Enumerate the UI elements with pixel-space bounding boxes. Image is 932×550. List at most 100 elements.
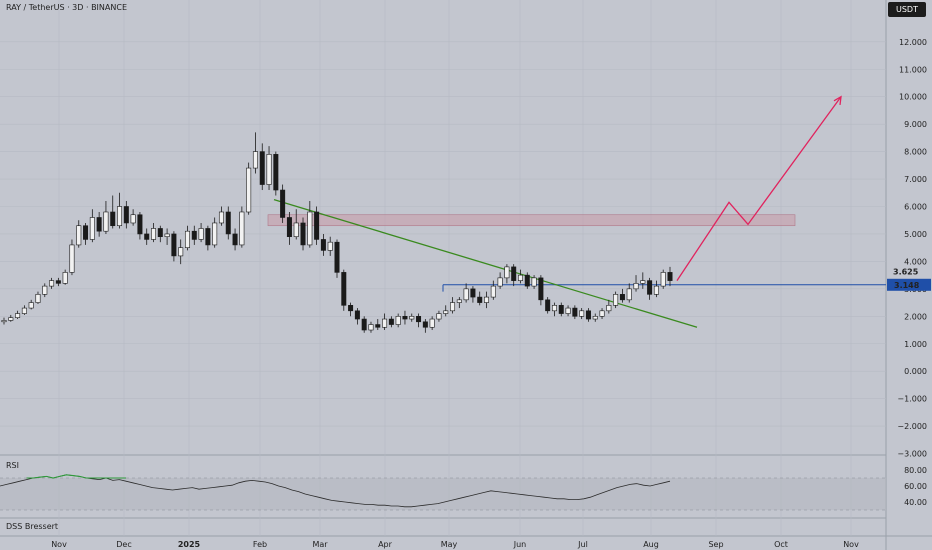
candle (599, 310, 605, 317)
candle (178, 247, 184, 257)
candle (341, 272, 347, 306)
x-tick-label: Nov (843, 540, 859, 549)
rsi-overbought-line (26, 474, 126, 479)
candle (320, 239, 326, 251)
candle (212, 222, 218, 246)
candle (348, 305, 354, 312)
candle (198, 228, 204, 240)
candle (551, 305, 557, 312)
candle (490, 285, 496, 298)
candle (443, 310, 449, 314)
y-tick-label: 2.000 (904, 312, 927, 321)
candle (626, 288, 632, 301)
rsi-tick-label: 80.00 (904, 466, 927, 475)
candle (504, 266, 510, 279)
candle (470, 288, 476, 298)
candle (640, 280, 646, 284)
y-tick-label: 6.000 (904, 203, 927, 212)
x-tick-label: May (441, 540, 458, 549)
candle (300, 222, 306, 246)
projection-arrowhead (833, 95, 842, 106)
candle (606, 305, 612, 312)
candle (259, 151, 265, 185)
rsi-label: RSI (6, 461, 19, 470)
x-tick-label: 2025 (178, 540, 201, 549)
candle (429, 318, 435, 328)
candle (62, 272, 68, 284)
x-tick-label: Oct (774, 540, 788, 549)
candle (1, 320, 7, 323)
candle (69, 244, 75, 273)
candle (151, 228, 157, 240)
candle (83, 225, 89, 240)
y-tick-label: 7.000 (904, 175, 927, 184)
projection-path (676, 96, 842, 281)
candle (327, 241, 333, 251)
candle (388, 318, 394, 325)
candle (633, 283, 639, 290)
candle (49, 280, 55, 287)
candle (511, 266, 517, 281)
y-tick-label: −1.000 (897, 395, 927, 404)
candle (660, 272, 666, 287)
x-tick-label: Feb (253, 540, 267, 549)
candle (89, 217, 95, 240)
trend-line (273, 199, 698, 328)
candle (422, 321, 428, 328)
price-label: 3.625 (893, 268, 919, 277)
symbol-title: RAY / TetherUS · 3D · BINANCE (6, 3, 127, 12)
candle (592, 315, 598, 320)
y-tick-label: 12.000 (899, 38, 927, 47)
rsi-line (0, 474, 671, 508)
candle (218, 211, 224, 224)
y-tick-label: 9.000 (904, 120, 927, 129)
candle (517, 274, 523, 281)
candle (619, 294, 625, 301)
candle (225, 211, 231, 235)
x-tick-label: Apr (378, 540, 393, 549)
candle (402, 315, 408, 320)
candle (239, 211, 245, 246)
candle (647, 280, 653, 295)
x-tick-label: Mar (312, 540, 328, 549)
candle (42, 285, 48, 295)
candle (252, 151, 258, 169)
candle (35, 294, 41, 303)
candle (8, 317, 14, 321)
candle (524, 274, 530, 287)
candle (137, 214, 143, 235)
candle (585, 310, 591, 320)
candle (456, 299, 462, 303)
candle (416, 315, 422, 323)
candle (361, 318, 367, 331)
y-tick-label: 11.000 (899, 65, 927, 74)
y-tick-label: 5.000 (904, 230, 927, 239)
candle (395, 315, 401, 325)
candle (164, 233, 170, 237)
y-tick-label: 8.000 (904, 148, 927, 157)
candle (409, 315, 415, 320)
x-tick-label: Aug (643, 540, 659, 549)
candle (307, 211, 313, 246)
candle (450, 302, 456, 312)
candle (144, 233, 150, 240)
x-tick-label: Dec (116, 540, 131, 549)
currency-button[interactable]: USDT (888, 2, 926, 17)
candle (184, 230, 190, 248)
candle (368, 324, 374, 331)
candle (497, 277, 503, 287)
y-tick-label: −2.000 (897, 422, 927, 431)
candle (76, 225, 82, 246)
resistance-zone (267, 214, 796, 227)
candle (130, 214, 136, 224)
candle (531, 277, 537, 287)
candle (286, 217, 292, 237)
x-tick-label: Jun (513, 540, 527, 549)
candle (96, 217, 102, 232)
candle (28, 302, 34, 309)
candle (334, 241, 340, 273)
candle (232, 233, 238, 246)
candle (579, 310, 585, 317)
